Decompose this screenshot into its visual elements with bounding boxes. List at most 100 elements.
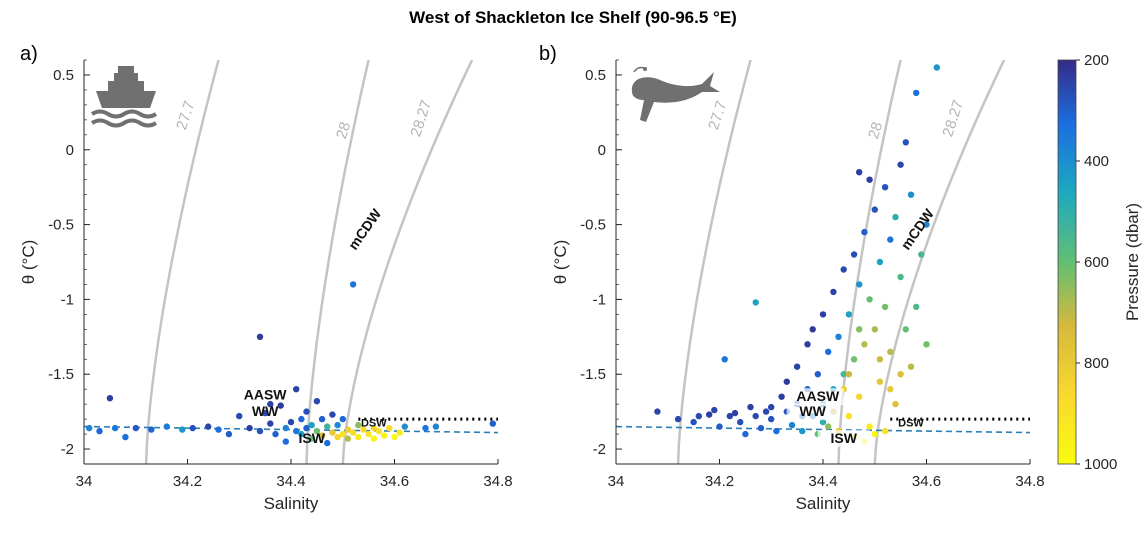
colorbar-tick-label: 1000 xyxy=(1084,456,1117,473)
isopycnal-label: 27.7 xyxy=(173,99,198,132)
colorbar-tick-label: 400 xyxy=(1084,153,1109,170)
data-point xyxy=(721,356,728,363)
data-point xyxy=(897,371,904,378)
x-tick-label: 34.6 xyxy=(912,473,941,490)
data-point xyxy=(850,251,858,258)
data-point xyxy=(86,424,93,432)
isopycnal-line xyxy=(873,60,1006,464)
data-point xyxy=(329,429,336,436)
x-tick-label: 34.2 xyxy=(705,473,734,490)
panel-a-label: a) xyxy=(20,43,38,65)
data-point xyxy=(933,64,940,71)
data-point xyxy=(752,412,759,420)
y-tick-label: -1.5 xyxy=(48,366,74,383)
y-tick-label: 0 xyxy=(598,142,606,159)
data-point xyxy=(360,426,367,433)
data-point xyxy=(830,288,837,296)
data-point xyxy=(804,341,811,348)
x-axis-label: Salinity xyxy=(796,494,851,513)
y-axis-label: θ (°C) xyxy=(19,240,38,285)
x-tick-label: 34.8 xyxy=(1015,473,1044,490)
y-tick-label: 0.5 xyxy=(53,67,74,84)
data-point xyxy=(856,169,863,176)
data-point xyxy=(716,423,723,430)
y-tick-label: -2 xyxy=(61,441,74,458)
data-point xyxy=(386,424,393,432)
isopycnal-line xyxy=(676,60,752,464)
isopycnal-line xyxy=(341,60,474,464)
data-point xyxy=(396,429,403,436)
y-tick-label: 0.5 xyxy=(585,67,606,84)
data-point xyxy=(876,356,884,363)
data-point xyxy=(674,415,682,423)
data-point xyxy=(819,418,827,426)
data-point xyxy=(918,251,925,258)
data-point xyxy=(856,326,863,333)
data-point xyxy=(907,191,915,198)
data-point xyxy=(308,421,315,429)
x-tick-label: 34 xyxy=(608,473,625,490)
freezing-line xyxy=(84,425,498,434)
x-tick-label: 34.2 xyxy=(173,473,202,490)
data-point xyxy=(422,424,429,432)
data-point xyxy=(401,423,408,430)
data-point xyxy=(825,423,832,430)
data-point xyxy=(845,412,853,420)
isopycnal-label: 28.27 xyxy=(407,98,435,139)
data-point xyxy=(489,420,496,427)
data-point xyxy=(840,266,847,273)
data-point xyxy=(339,415,346,423)
data-point xyxy=(349,429,357,436)
data-point xyxy=(783,378,790,385)
data-point xyxy=(324,439,331,447)
isopycnal-label: 28 xyxy=(865,120,886,141)
data-point xyxy=(866,176,873,183)
data-point xyxy=(334,433,341,441)
colorbar-tick-label: 800 xyxy=(1084,355,1109,372)
isopycnal-label: 28 xyxy=(333,120,354,141)
data-point xyxy=(690,418,697,426)
data-point xyxy=(344,426,352,433)
data-point xyxy=(132,424,139,432)
data-point xyxy=(902,139,909,146)
data-point xyxy=(106,395,114,402)
data-point xyxy=(695,412,702,420)
seal-icon xyxy=(631,66,720,122)
data-point xyxy=(282,438,289,445)
ship-icon xyxy=(90,66,158,128)
y-tick-label: -1 xyxy=(593,291,606,308)
data-point xyxy=(282,424,289,432)
data-point xyxy=(246,424,253,432)
data-point xyxy=(267,420,274,427)
data-point xyxy=(845,371,853,378)
y-axis-label: θ (°C) xyxy=(551,240,570,285)
data-point xyxy=(215,426,222,433)
data-point xyxy=(163,423,170,430)
colorbar-tick-label: 600 xyxy=(1084,254,1109,271)
water-mass-label: AASW xyxy=(796,388,840,404)
data-point xyxy=(318,432,326,439)
label-backdrop xyxy=(817,430,870,448)
data-point xyxy=(654,408,661,415)
data-point xyxy=(375,427,383,435)
data-point xyxy=(762,408,770,415)
y-tick-label: 0 xyxy=(66,142,74,159)
data-point xyxy=(731,409,739,417)
data-point xyxy=(881,303,889,311)
data-point xyxy=(339,430,346,438)
data-point xyxy=(757,424,765,432)
isopycnal-label: 28.27 xyxy=(939,98,967,139)
y-tick-label: -1.5 xyxy=(580,366,606,383)
data-point xyxy=(871,326,878,333)
water-mass-label: mCDW xyxy=(345,205,385,252)
isopycnal-line xyxy=(144,60,220,464)
data-point xyxy=(256,427,264,435)
x-tick-label: 34.4 xyxy=(276,473,305,490)
data-point xyxy=(793,363,801,370)
data-point xyxy=(907,363,915,370)
data-point xyxy=(856,281,863,288)
data-point xyxy=(432,423,440,430)
data-point xyxy=(111,424,119,432)
